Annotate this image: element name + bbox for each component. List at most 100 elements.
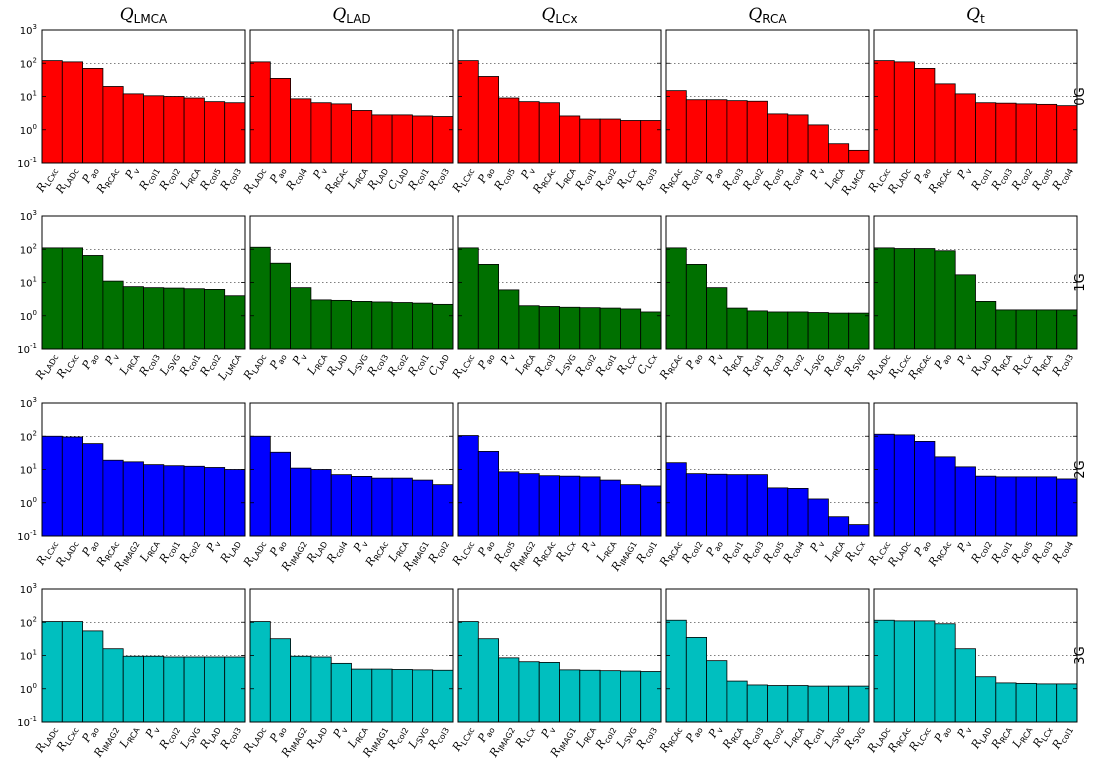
x-tick-label: LRCA [345,164,371,193]
bar [848,524,870,537]
x-tick-label: RLCxc [449,164,476,196]
bar [351,110,373,164]
bar [1015,309,1037,350]
panel-frame [41,215,246,350]
bar [183,465,205,537]
bar [538,102,560,164]
bar [1056,683,1078,723]
panel-frame [249,29,454,164]
bar [685,264,707,350]
x-tick-label: RRCA [989,723,1015,753]
x-tick-label: Rcol5 [491,164,517,194]
y-tick-label: 101 [20,276,37,290]
x-tick-label: Rcol1 [968,164,994,194]
bar [706,287,728,350]
x-tick-label: LSVG [157,350,183,379]
x-tick-label: RLCx [842,537,867,566]
bar [143,287,165,350]
bar [579,118,601,164]
bar [351,476,373,537]
bar [102,280,124,350]
bar [82,630,104,723]
bar [914,68,936,164]
x-tick-label: Rcol4 [780,537,806,567]
bar [954,466,976,537]
bar [640,671,662,723]
bar [807,124,829,164]
bar [143,464,165,537]
y-tick-label: 101 [20,649,37,663]
bar [82,68,104,164]
x-tick-label: RLAD [304,723,330,753]
bar [828,143,850,164]
bar [61,621,83,723]
x-tick-label: RLAD [324,350,350,380]
panel-frame [457,29,662,164]
x-tick-label: Pao [931,723,953,746]
bar [746,474,768,537]
y-tick-label: 10-1 [17,342,37,356]
bar [249,621,271,723]
x-tick-label: Rcol3 [988,164,1014,194]
x-tick-label: LRCA [116,350,142,379]
panel-frame [249,215,454,350]
bar [82,443,104,537]
y-tick-label: 100 [20,496,37,510]
x-tick-label: Rcol3 [1049,350,1075,380]
y-tick-label: 100 [20,309,37,323]
x-tick-label: Rcol5 [760,537,786,567]
panel-frame [665,402,870,537]
x-tick-label: RRCAc [530,537,558,570]
x-tick-label: Pao [475,350,497,373]
bar [102,648,124,723]
x-tick-label: RLADc [33,350,61,383]
x-tick-label: RLCx [512,723,537,752]
bar [559,669,581,723]
bar [102,86,124,164]
x-tick-label: Pao [79,723,101,746]
x-tick-label: RLADc [865,350,893,383]
bar [411,302,434,350]
bar [995,476,1017,537]
x-tick-label: RLAD [968,350,994,380]
bar [538,475,560,537]
bar [599,118,621,164]
x-tick-label: RRCAc [925,164,953,197]
bar [620,120,642,164]
bar [726,100,748,164]
bar [873,433,895,537]
x-tick-label: LSVG [344,350,370,379]
panel-frame [457,215,662,350]
bar [620,670,642,723]
bar [954,93,976,164]
x-tick-label: Pao [683,723,705,746]
column-title: QLAD [332,5,370,26]
bar [102,459,124,537]
bar [457,435,479,537]
bar [746,100,768,164]
bar [371,114,393,164]
bar [1015,476,1037,537]
x-tick-label: Rcol2 [425,537,451,567]
x-tick-label: Pv [350,537,370,556]
y-tick-label: 103 [20,209,37,223]
x-tick-label: Pao [79,350,101,373]
bar [1036,476,1058,537]
panel-frame [249,588,454,723]
bar [183,288,205,350]
x-tick-label: Pao [931,350,953,373]
x-tick-label: Rcol3 [1029,537,1055,567]
y-tick-label: 102 [20,429,37,443]
bar [538,662,560,723]
bar [41,60,63,164]
x-tick-label: Pao [475,723,497,746]
bar [873,619,895,723]
bar [995,309,1017,350]
